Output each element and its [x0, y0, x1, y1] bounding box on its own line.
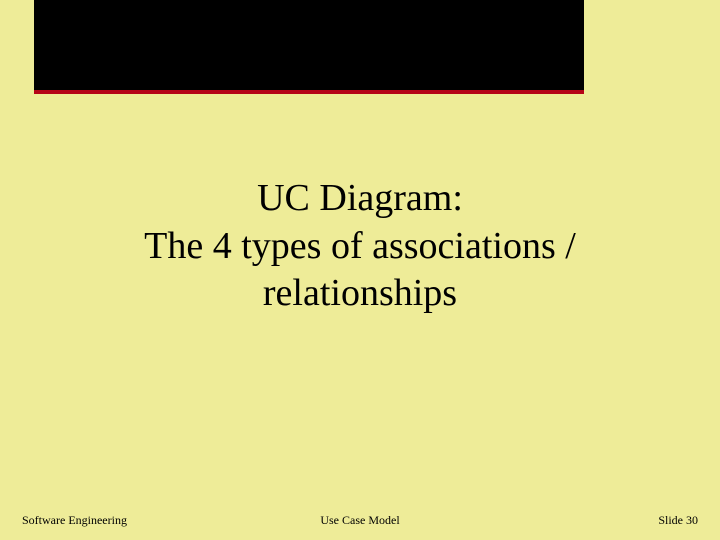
title-line-3: relationships: [0, 270, 720, 318]
footer-right-number: 30: [686, 513, 698, 527]
footer-right: Slide 30: [658, 513, 698, 528]
header-underline: [34, 90, 584, 94]
footer-right-prefix: Slide: [658, 513, 686, 527]
slide-title: UC Diagram: The 4 types of associations …: [0, 175, 720, 318]
title-line-1: UC Diagram:: [0, 175, 720, 223]
footer-center: Use Case Model: [0, 513, 720, 528]
header-bar: [34, 0, 584, 90]
title-line-2: The 4 types of associations /: [0, 223, 720, 271]
